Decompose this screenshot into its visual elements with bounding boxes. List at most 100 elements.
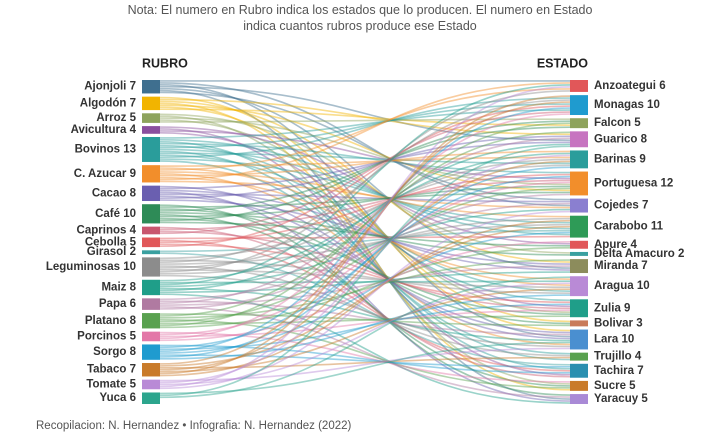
node-label: Lara 10 bbox=[594, 334, 634, 346]
flow-link bbox=[159, 195, 571, 334]
node-bar bbox=[142, 136, 160, 162]
flow-link bbox=[159, 179, 571, 231]
flow-link bbox=[159, 120, 571, 222]
node-label: Apure 4 bbox=[594, 239, 637, 251]
node-value: 4 bbox=[635, 351, 642, 363]
links bbox=[159, 80, 571, 404]
node-value: 3 bbox=[636, 317, 642, 329]
node-label: Yaracuy 5 bbox=[594, 393, 648, 405]
flow-link bbox=[159, 128, 571, 376]
node-value: 8 bbox=[130, 187, 137, 199]
flow-link bbox=[159, 152, 571, 165]
node-label: Yuca 6 bbox=[100, 392, 136, 404]
flow-link bbox=[159, 150, 571, 177]
flow-link bbox=[159, 95, 571, 375]
node-bar bbox=[570, 363, 588, 378]
node-name: Anzoategui bbox=[594, 80, 656, 92]
flow-link bbox=[159, 199, 571, 265]
node-value: 10 bbox=[637, 280, 650, 292]
node-name: Bolivar bbox=[594, 317, 634, 329]
flow-link bbox=[159, 259, 571, 294]
flow-link bbox=[159, 185, 571, 340]
node-bar bbox=[570, 251, 588, 256]
node-value: 4 bbox=[630, 239, 637, 251]
node-label: Maiz 8 bbox=[101, 281, 136, 293]
flow-link bbox=[159, 354, 571, 368]
node-bar bbox=[570, 171, 588, 196]
flow-link bbox=[159, 142, 571, 174]
flow-link bbox=[159, 100, 571, 263]
flow-link bbox=[159, 86, 571, 388]
node-name: Girasol bbox=[87, 246, 127, 258]
node-bar bbox=[570, 131, 588, 148]
flow-link bbox=[159, 132, 571, 308]
flow-link bbox=[159, 212, 571, 256]
node-bar bbox=[142, 379, 160, 390]
flow-link bbox=[159, 131, 571, 317]
node-bar bbox=[142, 80, 160, 94]
node-name: Sucre bbox=[594, 380, 626, 392]
flow-link bbox=[159, 137, 571, 304]
flow-link bbox=[159, 99, 571, 263]
flow-link bbox=[159, 226, 571, 378]
node-bar bbox=[570, 80, 588, 92]
flow-link bbox=[159, 240, 571, 342]
node-bar bbox=[570, 380, 588, 391]
node-label: Carabobo 11 bbox=[594, 221, 664, 233]
flow-link bbox=[159, 158, 571, 269]
node-name: Ajonjoli bbox=[84, 81, 126, 93]
flow-link bbox=[159, 217, 571, 275]
flow-link bbox=[159, 87, 571, 269]
node-label: Trujillo 4 bbox=[594, 351, 642, 363]
node-bar bbox=[570, 394, 588, 404]
node-name: Carabobo bbox=[594, 221, 648, 233]
node-value: 4 bbox=[130, 124, 137, 136]
node-bar bbox=[142, 185, 160, 202]
flow-link bbox=[159, 265, 571, 357]
node-value: 8 bbox=[130, 346, 137, 358]
node-label: Falcon 5 bbox=[594, 117, 641, 129]
node-label: Barinas 9 bbox=[594, 153, 646, 165]
node-bar bbox=[570, 320, 588, 327]
node-name: Cacao bbox=[92, 187, 127, 199]
node-value: 8 bbox=[130, 281, 137, 293]
node-value: 5 bbox=[130, 330, 137, 342]
flow-link bbox=[159, 118, 571, 123]
node-label: Cojedes 7 bbox=[594, 200, 648, 212]
node-label: Tachira 7 bbox=[594, 365, 644, 377]
node-value: 6 bbox=[130, 392, 136, 404]
flow-link bbox=[159, 252, 571, 366]
flow-link bbox=[159, 156, 571, 167]
node-label: C. Azucar 9 bbox=[74, 168, 136, 180]
node-value: 4 bbox=[130, 225, 137, 237]
node-label: Arroz 5 bbox=[96, 112, 136, 124]
flow-link bbox=[159, 106, 571, 323]
node-value: 11 bbox=[651, 221, 664, 233]
target-header: ESTADO bbox=[537, 56, 588, 70]
flow-link bbox=[159, 187, 571, 323]
node-value: 9 bbox=[639, 153, 645, 165]
node-name: Bovinos bbox=[75, 144, 120, 156]
node-bar bbox=[570, 95, 588, 116]
flow-link bbox=[159, 269, 571, 288]
flow-link bbox=[159, 230, 571, 310]
flow-link bbox=[159, 221, 571, 247]
flow-link bbox=[159, 259, 571, 319]
flow-link bbox=[159, 219, 571, 377]
flow-link bbox=[159, 208, 571, 288]
flow-link bbox=[159, 274, 571, 348]
node-value: 5 bbox=[130, 236, 137, 248]
flow-link bbox=[159, 158, 571, 224]
node-bar bbox=[570, 329, 588, 350]
flow-link bbox=[159, 152, 571, 282]
flow-link bbox=[159, 309, 571, 338]
node-bar bbox=[570, 150, 588, 169]
flow-link bbox=[159, 315, 571, 325]
source-header: RUBRO bbox=[142, 56, 188, 70]
flow-link bbox=[159, 140, 571, 370]
node-value: 5 bbox=[641, 393, 648, 405]
flow-link bbox=[159, 115, 571, 385]
node-value: 9 bbox=[624, 302, 630, 314]
node-label: Leguminosas 10 bbox=[46, 261, 136, 273]
flow-link bbox=[159, 91, 571, 201]
